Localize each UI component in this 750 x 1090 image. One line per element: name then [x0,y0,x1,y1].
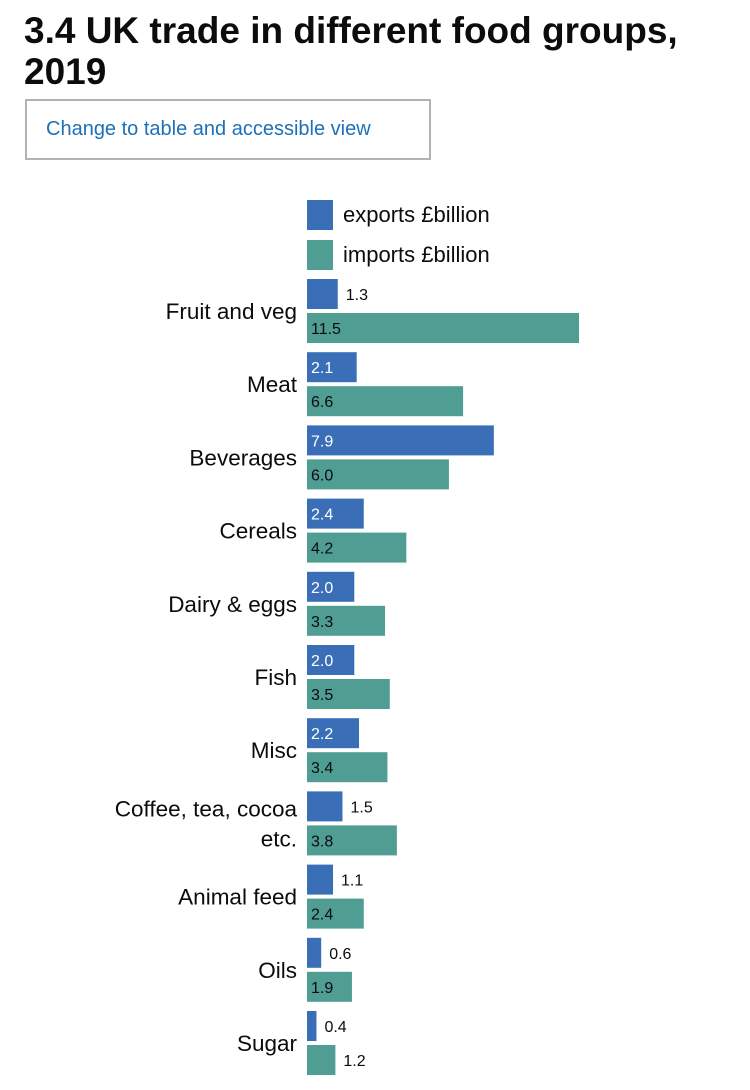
imports-value-label: 11.5 [311,321,341,338]
exports-bar [307,718,360,749]
category-label: Meat [247,372,298,397]
category-label: Dairy & eggs [168,592,297,617]
imports-bar [307,825,397,856]
imports-bar [307,313,579,343]
exports-bar [307,864,334,895]
category-label: Coffee, tea, cocoa [115,796,298,821]
imports-bar [307,605,386,636]
imports-bar [307,1045,336,1075]
imports-value-label: 3.3 [311,614,333,631]
imports-bar [307,679,390,709]
imports-bar [307,532,407,563]
legend-swatch-imports [307,240,333,270]
imports-value-label: 6.0 [311,467,333,484]
imports-value-label: 1.2 [343,1053,365,1070]
imports-bar [307,459,449,490]
exports-value-label: 1.5 [350,799,372,816]
toggle-button-label: Change to table and accessible view [46,118,371,140]
exports-value-label: 7.9 [311,433,333,450]
imports-bar [307,386,464,417]
category-label: Sugar [237,1031,298,1056]
exports-value-label: 0.6 [329,946,351,963]
legend-label-imports: imports £billion [343,242,490,267]
exports-bar [307,937,322,968]
legend-swatch-exports [307,200,333,230]
exports-bar [307,352,357,383]
table-view-toggle-button[interactable]: Change to table and accessible view [25,99,431,160]
imports-bar [307,752,388,783]
legend-label-exports: exports £billion [343,202,490,227]
imports-value-label: 3.5 [311,687,333,704]
exports-value-label: 2.0 [311,653,333,670]
exports-value-label: 2.0 [311,580,333,597]
imports-value-label: 2.4 [311,907,333,924]
category-label: Oils [258,958,297,983]
exports-bar [307,498,364,529]
imports-bar [307,971,352,1002]
imports-value-label: 6.6 [311,394,333,411]
imports-bar [307,898,364,929]
exports-value-label: 1.1 [341,873,363,890]
category-label: Animal feed [178,885,297,910]
category-label: Cereals [219,519,297,544]
exports-value-label: 2.1 [311,360,333,377]
imports-value-label: 3.4 [311,760,333,777]
imports-value-label: 3.8 [311,833,333,850]
category-label: Fruit and veg [166,299,297,324]
category-label: Beverages [189,445,297,470]
exports-bar [307,1011,317,1041]
category-label: Misc [251,738,297,763]
exports-bar [307,571,355,602]
exports-bar [307,425,494,456]
imports-value-label: 4.2 [311,541,333,558]
exports-value-label: 1.3 [346,287,368,304]
category-label: Fish [254,665,297,690]
exports-value-label: 0.4 [324,1019,346,1036]
exports-bar [307,645,355,675]
category-label: etc. [261,826,297,851]
exports-value-label: 2.2 [311,726,333,743]
exports-bar [307,791,343,822]
bar-chart: exports £billion imports £billion Fruit an… [115,200,579,1075]
imports-value-label: 1.9 [311,980,333,997]
exports-bar [307,279,338,309]
chart-title: 3.4 UK trade in different food groups, 2… [24,10,678,92]
exports-value-label: 2.4 [311,507,333,524]
